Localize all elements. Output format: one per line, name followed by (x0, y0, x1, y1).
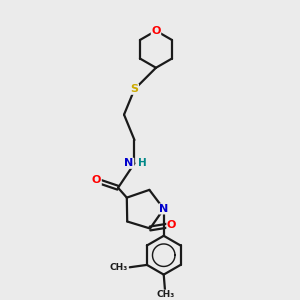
Text: O: O (92, 175, 101, 185)
Text: S: S (130, 84, 139, 94)
Text: CH₃: CH₃ (156, 290, 174, 299)
Text: O: O (167, 220, 176, 230)
Text: N: N (124, 158, 134, 168)
Text: H: H (139, 158, 147, 168)
Text: CH₃: CH₃ (110, 263, 128, 272)
Text: O: O (151, 26, 161, 36)
Text: N: N (159, 204, 168, 214)
